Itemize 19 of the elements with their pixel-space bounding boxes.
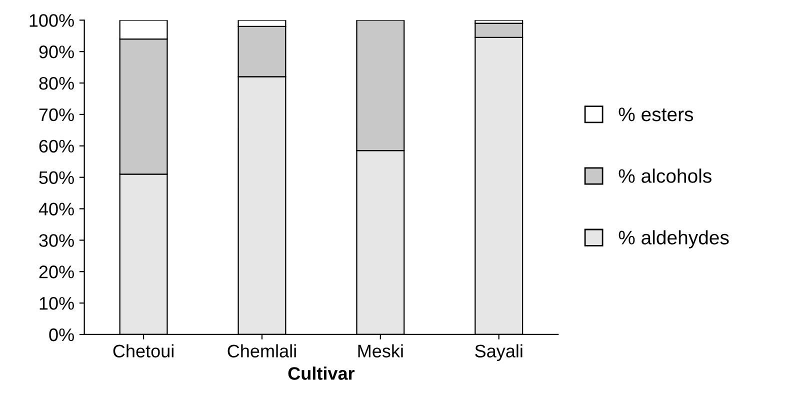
legend-label: % alcohols (618, 168, 712, 183)
y-tick-label: 90% (39, 46, 74, 58)
y-tick-label: 70% (39, 108, 74, 122)
y-tick-label: 0% (49, 328, 74, 342)
x-axis-title: Cultivar (288, 366, 355, 380)
y-tick-label: 20% (39, 266, 74, 278)
y-tick-label: 80% (39, 76, 74, 90)
legend-label: % esters (618, 108, 694, 122)
x-tick-label: Chetoui (113, 344, 174, 358)
x-tick-label: Sayali (475, 344, 522, 362)
y-tick-label: 100% (30, 14, 74, 27)
y-tick-label: 10% (40, 296, 74, 310)
y-tick-label: 50% (39, 171, 74, 184)
x-tick-label: Chemlali (228, 344, 296, 358)
y-tick-label: 40% (38, 202, 74, 216)
y-tick-label: 30% (39, 234, 74, 247)
x-tick-label: Meski (358, 344, 403, 358)
legend-label: % aldehydes (618, 230, 729, 248)
y-tick-label: 60% (39, 140, 74, 153)
